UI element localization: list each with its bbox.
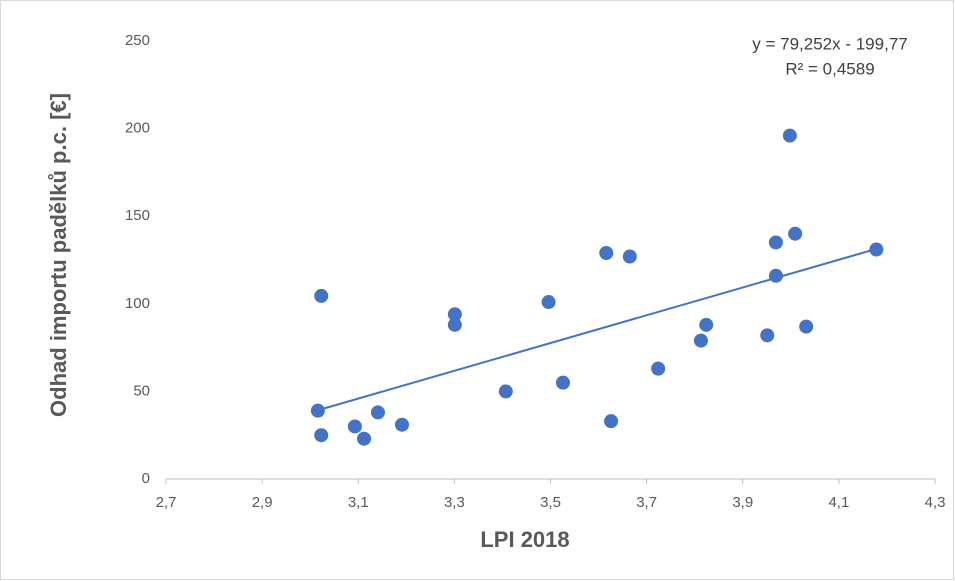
x-tick-label: 2,7 <box>156 494 177 511</box>
point <box>447 307 462 322</box>
r-squared: R² = 0,4589 <box>785 59 874 78</box>
point <box>370 405 385 420</box>
point <box>555 375 570 390</box>
point <box>447 317 462 332</box>
point <box>314 288 329 303</box>
y-tick-label: 0 <box>142 470 150 487</box>
x-tick-label: 3,9 <box>732 494 753 511</box>
y-tick-label: 100 <box>125 295 150 312</box>
point <box>622 249 637 264</box>
x-tick-label: 3,3 <box>444 494 465 511</box>
point <box>799 319 814 334</box>
point <box>314 428 329 443</box>
point <box>782 128 797 143</box>
y-tick-label: 250 <box>125 32 150 49</box>
x-tick-label: 4,1 <box>828 494 849 511</box>
x-tick-label: 3,5 <box>540 494 561 511</box>
point <box>541 295 556 310</box>
point <box>357 431 372 446</box>
trend-equation: y = 79,252x - 199,77 <box>752 34 907 53</box>
point <box>699 317 714 332</box>
x-axis-title: LPI 2018 <box>480 527 569 552</box>
point <box>498 384 513 399</box>
point <box>310 403 325 418</box>
x-tick-label: 3,7 <box>636 494 657 511</box>
y-axis-title: Odhad importu padělků p.c. [€] <box>46 93 71 417</box>
trendline <box>317 247 877 412</box>
x-tick-label: 2,9 <box>252 494 273 511</box>
point <box>768 268 783 283</box>
point <box>604 414 619 429</box>
y-tick-label: 150 <box>125 207 150 224</box>
x-tick-label: 3,1 <box>348 494 369 511</box>
point <box>394 417 409 432</box>
point <box>693 333 708 348</box>
point <box>760 328 775 343</box>
y-tick-label: 50 <box>133 382 150 399</box>
point <box>869 242 884 257</box>
x-tick-label: 4,3 <box>925 494 946 511</box>
point <box>651 361 666 376</box>
point <box>599 245 614 260</box>
point <box>768 235 783 250</box>
y-tick-label: 200 <box>125 120 150 137</box>
point <box>788 226 803 241</box>
point <box>347 419 362 434</box>
